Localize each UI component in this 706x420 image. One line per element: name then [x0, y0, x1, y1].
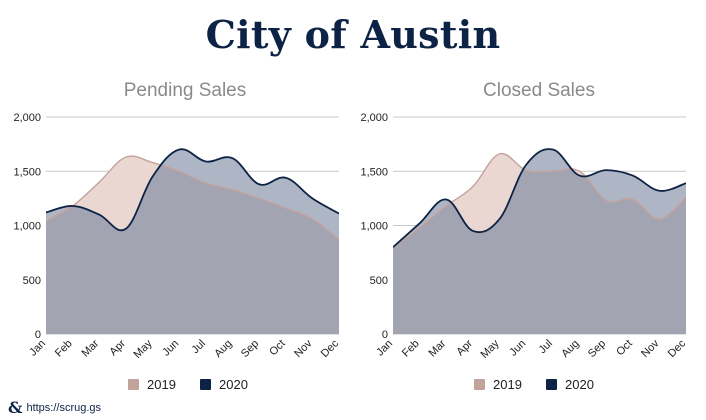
legend-swatch-2019	[128, 379, 139, 390]
y-tick-label: 500	[370, 275, 388, 287]
chart-title: Pending Sales	[124, 80, 247, 101]
x-tick-label: Feb	[53, 338, 75, 360]
x-tick-label: May	[131, 337, 155, 361]
legend-label-2019: 2019	[493, 377, 522, 392]
overlap-area	[393, 153, 686, 334]
y-tick-label: 2,000	[360, 112, 388, 124]
x-tick-label: Jul	[190, 338, 208, 356]
x-tick-label: Sep	[586, 338, 608, 360]
x-tick-label: Mar	[80, 337, 102, 359]
y-tick-label: 500	[23, 275, 41, 287]
x-tick-label: May	[478, 337, 502, 361]
x-tick-label: Jul	[537, 338, 555, 356]
chart-title: Closed Sales	[483, 80, 595, 101]
legend-swatch-2020	[200, 379, 211, 390]
y-tick-label: 1,000	[360, 221, 388, 233]
x-tick-label: Feb	[400, 338, 422, 360]
series-2020-line	[46, 148, 339, 232]
x-tick-label: Oct	[614, 338, 635, 359]
legend-swatch-2019	[474, 379, 485, 390]
series-2019-line	[393, 152, 686, 249]
x-tick-label: Apr	[454, 337, 475, 358]
y-tick-label: 0	[35, 329, 41, 341]
x-tick-label: Oct	[267, 338, 288, 359]
x-tick-label: Jun	[507, 338, 528, 359]
legend-label-2019: 2019	[147, 377, 176, 392]
y-tick-label: 1,000	[13, 221, 41, 233]
page-title: City of Austin	[205, 12, 501, 57]
x-tick-label: Jan	[27, 338, 48, 359]
scrugs-logo-icon: &	[8, 398, 23, 417]
x-tick-label: Jun	[160, 338, 181, 359]
x-tick-label: Jan	[374, 338, 395, 359]
series-2019-line	[46, 155, 339, 241]
chart-closed-sales: Closed Sales 0 500 1,000 1,500 2,000 Jan Feb Mar…	[360, 80, 688, 392]
x-tick-label: Apr	[107, 337, 128, 358]
x-tick-label: Aug	[559, 338, 581, 360]
footer-link[interactable]: https://scrug.gs	[26, 401, 102, 414]
x-tick-label: Nov	[639, 337, 662, 360]
legend-swatch-2020	[546, 379, 557, 390]
y-tick-label: 2,000	[13, 112, 41, 124]
plot-area	[393, 148, 686, 334]
x-tick-label: Mar	[427, 337, 449, 359]
legend-label-2020: 2020	[219, 377, 248, 392]
footer: & https://scrug.gs	[8, 398, 101, 417]
y-tick-label: 1,500	[13, 166, 41, 178]
y-tick-label: 0	[382, 329, 388, 341]
y-tick-label: 1,500	[360, 166, 388, 178]
x-tick-label: Sep	[239, 338, 261, 360]
legend-label-2020: 2020	[565, 377, 594, 392]
x-tick-label: Aug	[212, 338, 234, 360]
x-tick-label: Nov	[292, 337, 315, 360]
x-tick-label: Dec	[319, 337, 342, 360]
plot-area	[46, 148, 339, 334]
x-tick-label: Dec	[666, 337, 689, 360]
series-2020-line	[393, 148, 686, 248]
